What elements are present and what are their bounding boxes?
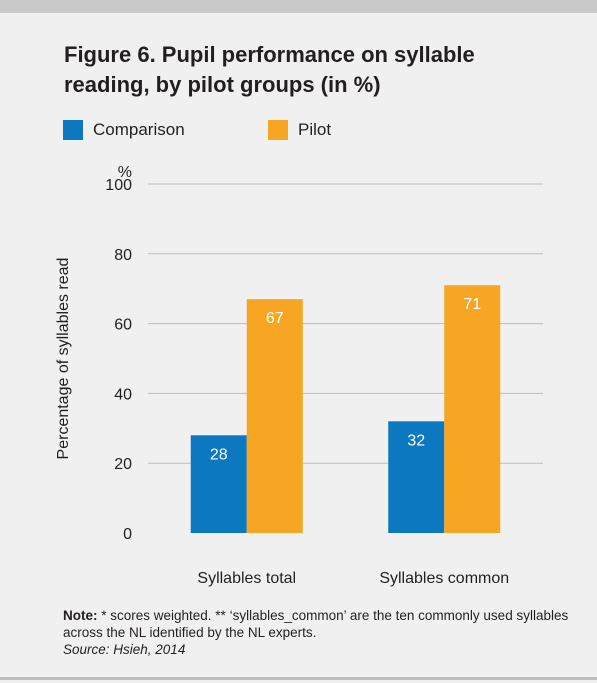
y-tick-label: 60: [114, 317, 132, 334]
x-tick-label: Syllables total: [197, 570, 296, 587]
bar-pilot: [444, 285, 501, 533]
bar-data-label: 71: [463, 296, 481, 313]
y-tick-label: 80: [114, 247, 132, 264]
y-tick-label: 100: [105, 177, 132, 194]
y-tick-label: 40: [114, 386, 132, 403]
bar-pilot: [246, 299, 303, 533]
bar-chart: 0 20 40 60 80 100% Percentage of syllables rea…: [55, 164, 543, 587]
note-text: * scores weighted. ** ‘syllables_common’…: [63, 608, 569, 640]
y-tick-label: 20: [114, 456, 132, 473]
legend-swatch-pilot: [268, 120, 288, 140]
y-axis-title: Percentage of syllables read: [55, 258, 72, 460]
bar-comparison: [190, 435, 247, 533]
top-rule: [0, 0, 597, 13]
legend-swatch-comparison: [63, 120, 83, 140]
bar-data-label: 32: [407, 432, 425, 449]
legend-label-comparison: Comparison: [93, 120, 185, 139]
bottom-rule: [0, 677, 597, 680]
legend-label-pilot: Pilot: [298, 120, 332, 139]
bar-data-label: 28: [210, 446, 228, 463]
y-tick-label: 0: [123, 526, 132, 543]
bar-comparison: [388, 421, 445, 533]
figure-note: Note: * scores weighted. ** ‘syllables_c…: [63, 607, 583, 658]
note-label: Note:: [63, 608, 98, 623]
x-tick-label: Syllables common: [379, 570, 509, 587]
bar-data-label: 67: [266, 310, 284, 327]
y-unit-label: %: [118, 164, 132, 181]
figure-title: Figure 6. Pupil performance on syllable …: [64, 42, 475, 97]
note-source: Source: Hsieh, 2014: [63, 642, 186, 657]
